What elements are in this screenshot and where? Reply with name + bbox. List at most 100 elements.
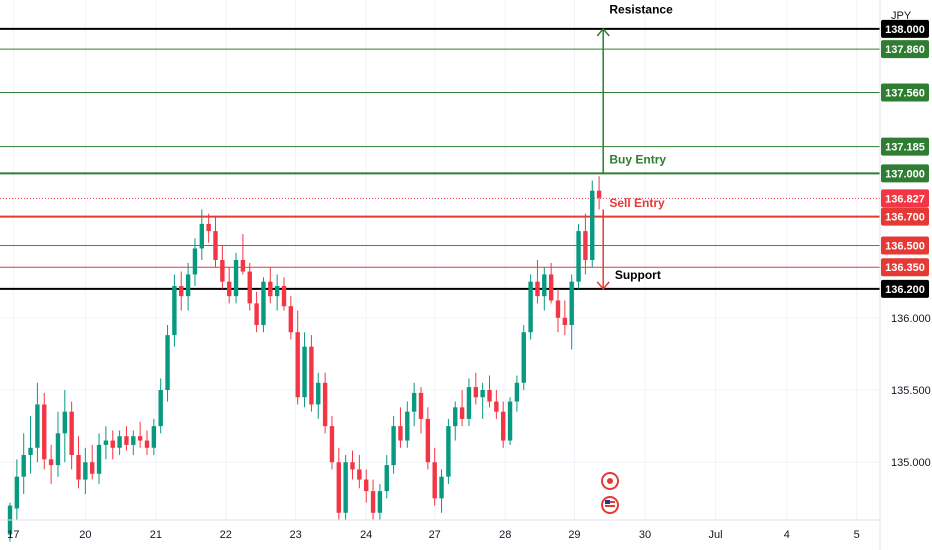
candle-body	[172, 286, 177, 336]
annotation-label: Resistance	[609, 2, 673, 16]
candle-body	[48, 459, 54, 466]
annotation-label: Buy Entry	[609, 153, 666, 167]
price-axis[interactable]: 136.000 135.500 135.000 138.000 137.860 137.5…	[881, 19, 931, 469]
candle-body	[199, 223, 204, 249]
candle-body	[240, 260, 246, 272]
arrow-head	[596, 27, 610, 37]
candle-body	[96, 444, 102, 474]
candle-body	[281, 286, 287, 307]
candle-body	[432, 462, 437, 499]
candle-body	[55, 433, 61, 466]
candle-body	[69, 411, 74, 455]
candle-body	[35, 404, 40, 448]
price-badge-label: 136.700	[885, 212, 925, 224]
price-badge	[881, 19, 929, 38]
y-tick-label: 136.000	[891, 313, 931, 325]
candle-body	[364, 479, 369, 492]
time-axis[interactable]: 17 20 21 22 23 24 27 28 29 30 Jul 4 5	[7, 529, 859, 541]
candle-body	[28, 447, 33, 455]
candle-body	[220, 260, 225, 282]
price-badge	[881, 40, 929, 59]
x-tick-label: 22	[220, 529, 232, 541]
price-badge	[881, 258, 929, 277]
candle-body	[473, 387, 478, 398]
x-tick-label: 23	[290, 529, 302, 541]
x-tick-label: 5	[854, 529, 860, 541]
candle-body	[521, 332, 526, 383]
price-badge-label: 137.185	[885, 142, 925, 154]
x-tick-label: 30	[639, 529, 651, 541]
candle-body	[213, 231, 218, 260]
candle-body	[83, 462, 88, 480]
candle-body	[131, 436, 136, 445]
event-marker-icon[interactable]	[601, 472, 619, 490]
y-tick-label: 135.000	[891, 457, 931, 469]
candles	[7, 176, 602, 542]
candle-body	[370, 491, 376, 513]
candle-body	[507, 401, 513, 441]
x-tick-label: 24	[360, 529, 372, 541]
arrows	[596, 27, 610, 291]
price-badge-label: 137.000	[885, 168, 925, 180]
candle-body	[247, 271, 252, 304]
price-badge-label: 137.560	[885, 87, 925, 99]
candle-body	[192, 248, 198, 275]
candle-body	[179, 286, 184, 297]
candle-body	[425, 418, 431, 463]
x-tick-label: 27	[429, 529, 441, 541]
candle-body	[501, 411, 506, 441]
annotation-label: Sell Entry	[609, 196, 665, 210]
candle-body	[90, 462, 95, 474]
candle-body	[384, 465, 389, 492]
candle-body	[418, 392, 424, 419]
x-tick-label: 28	[499, 529, 511, 541]
x-tick-label: 21	[150, 529, 162, 541]
grid-layer	[0, 0, 880, 520]
candle-body	[329, 426, 335, 463]
candle-body	[316, 382, 321, 405]
price-badge	[881, 279, 929, 298]
current-price-label: 136.827	[885, 193, 925, 205]
candle-body	[288, 306, 294, 333]
price-badge	[881, 164, 929, 183]
candle-body	[117, 436, 122, 448]
x-tick-label: 29	[568, 529, 580, 541]
candle-body	[576, 231, 581, 282]
us-flag-icon[interactable]	[601, 496, 619, 514]
candle-body	[165, 335, 170, 390]
candle-body	[548, 274, 554, 301]
candle-body	[411, 392, 417, 412]
candle-body	[295, 332, 300, 398]
current-price-badge	[881, 189, 929, 208]
price-badge	[881, 137, 929, 156]
candle-body	[446, 426, 451, 477]
price-badge-label: 136.350	[885, 262, 925, 274]
annotations: Resistance Buy Entry Sell Entry Support	[609, 2, 673, 282]
candle-body	[405, 411, 410, 441]
candle-body	[274, 286, 280, 297]
candle-body	[357, 469, 362, 480]
candle-body	[21, 455, 26, 477]
arrow-head	[596, 281, 610, 291]
annotation-label: Support	[615, 268, 661, 282]
x-tick-label: 4	[784, 529, 790, 541]
level-lines	[0, 27, 880, 290]
candle-body	[206, 223, 211, 232]
candle-body	[103, 440, 109, 445]
candle-body	[268, 281, 273, 297]
candle-body	[343, 462, 348, 513]
candle-body	[487, 390, 492, 402]
price-badge-label: 136.500	[885, 241, 925, 253]
candle-body	[466, 387, 472, 419]
price-badge	[881, 83, 929, 102]
candle-body	[494, 401, 499, 412]
x-tick-label: 20	[79, 529, 91, 541]
candle-body	[480, 390, 485, 398]
candle-body	[542, 274, 547, 297]
candle-body	[309, 346, 314, 405]
candle-body	[514, 382, 520, 402]
candle-body	[555, 300, 561, 318]
